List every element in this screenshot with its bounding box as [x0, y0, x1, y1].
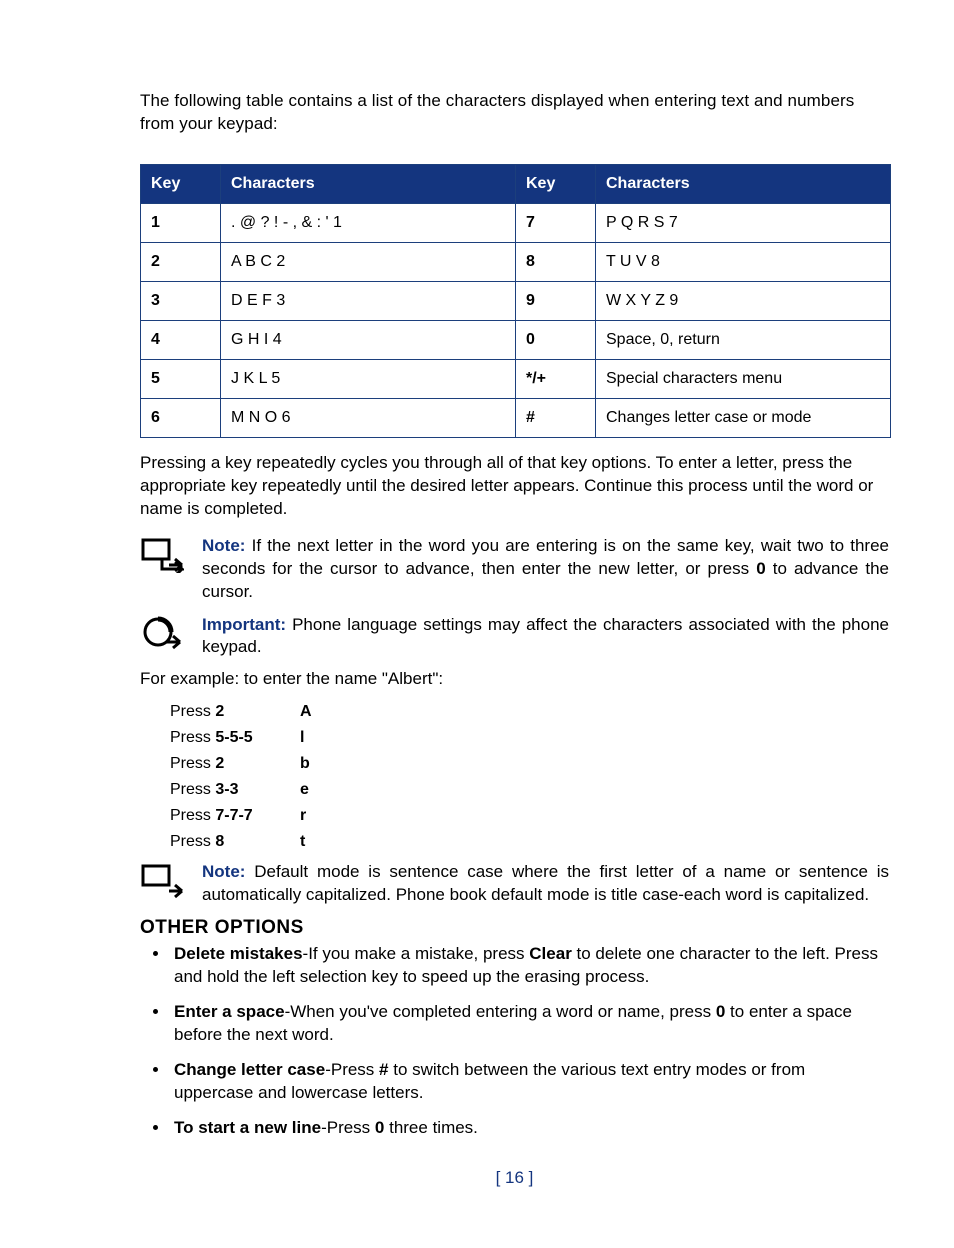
- th-key-2: Key: [516, 164, 596, 203]
- important-text: Important: Phone language settings may a…: [202, 614, 889, 660]
- chars-cell: Special characters menu: [596, 359, 891, 398]
- seq-press: Press 8: [170, 833, 300, 851]
- key-cell: */+: [516, 359, 596, 398]
- note-icon-2: [140, 861, 184, 907]
- character-table: Key Characters Key Characters 1. @ ? ! -…: [140, 164, 891, 438]
- table-row: 5J K L 5*/+Special characters menu: [141, 359, 891, 398]
- table-row: 2A B C 28T U V 8: [141, 242, 891, 281]
- key-cell: 0: [516, 320, 596, 359]
- note-2-label: Note:: [202, 862, 245, 881]
- example-intro-text: For example: to enter the name "Albert":: [140, 669, 443, 688]
- key-cell: 5: [141, 359, 221, 398]
- example-intro: For example: to enter the name "Albert":: [140, 669, 889, 689]
- chars-cell: P Q R S 7: [596, 203, 891, 242]
- th-chars-1: Characters: [221, 164, 516, 203]
- note-2-body: Default mode is sentence case where the …: [202, 862, 889, 904]
- chars-cell: A B C 2: [221, 242, 516, 281]
- seq-letter: e: [300, 781, 309, 799]
- seq-letter: b: [300, 755, 310, 773]
- chars-cell: Space, 0, return: [596, 320, 891, 359]
- page-footer: [ 16 ]: [140, 1168, 889, 1188]
- table-row: 6M N O 6#Changes letter case or mode: [141, 398, 891, 437]
- seq-press: Press 7-7-7: [170, 807, 300, 825]
- seq-letter: r: [300, 807, 306, 825]
- seq-letter: t: [300, 833, 305, 851]
- sequence-row: Press 7-7-7r: [170, 803, 889, 829]
- chars-cell: Changes letter case or mode: [596, 398, 891, 437]
- page-number: 16: [505, 1168, 524, 1187]
- chars-cell: . @ ? ! - , & : ' 1: [221, 203, 516, 242]
- important-icon: [140, 614, 184, 660]
- intro-text: The following table contains a list of t…: [140, 90, 889, 136]
- seq-press: Press 5-5-5: [170, 729, 300, 747]
- note-1-key: 0: [756, 559, 765, 578]
- seq-press: Press 2: [170, 703, 300, 721]
- key-cell: 8: [516, 242, 596, 281]
- important-label: Important:: [202, 615, 286, 634]
- key-cell: 7: [516, 203, 596, 242]
- chars-cell: J K L 5: [221, 359, 516, 398]
- after-table-text: Pressing a key repeatedly cycles you thr…: [140, 452, 889, 521]
- seq-letter: A: [300, 703, 312, 721]
- key-cell: 2: [141, 242, 221, 281]
- sequence-row: Press 2A: [170, 699, 889, 725]
- th-key-1: Key: [141, 164, 221, 203]
- other-options-heading: OTHER OPTIONS: [140, 917, 889, 939]
- key-cell: #: [516, 398, 596, 437]
- note-1-text: Note: If the next letter in the word you…: [202, 535, 889, 604]
- sequence-table: Press 2APress 5-5-5lPress 2bPress 3-3ePr…: [170, 699, 889, 855]
- sequence-row: Press 2b: [170, 751, 889, 777]
- note-2-text: Note: Default mode is sentence case wher…: [202, 861, 889, 907]
- seq-press: Press 3-3: [170, 781, 300, 799]
- option-item: To start a new line-Press 0 three times.: [170, 1117, 889, 1140]
- chars-cell: D E F 3: [221, 281, 516, 320]
- sequence-row: Press 8t: [170, 829, 889, 855]
- key-cell: 9: [516, 281, 596, 320]
- th-chars-2: Characters: [596, 164, 891, 203]
- key-cell: 3: [141, 281, 221, 320]
- note-icon: [140, 535, 184, 604]
- page: The following table contains a list of t…: [0, 0, 954, 1248]
- option-item: Enter a space-When you've completed ente…: [170, 1001, 889, 1047]
- table-row: 1. @ ? ! - , & : ' 17P Q R S 7: [141, 203, 891, 242]
- key-cell: 4: [141, 320, 221, 359]
- table-header-row: Key Characters Key Characters: [141, 164, 891, 203]
- note-1: Note: If the next letter in the word you…: [140, 535, 889, 604]
- options-list: Delete mistakes-If you make a mistake, p…: [140, 943, 889, 1140]
- sequence-row: Press 3-3e: [170, 777, 889, 803]
- seq-press: Press 2: [170, 755, 300, 773]
- option-item: Change letter case-Press # to switch bet…: [170, 1059, 889, 1105]
- key-cell: 6: [141, 398, 221, 437]
- table-row: 4G H I 40Space, 0, return: [141, 320, 891, 359]
- note-2: Note: Default mode is sentence case wher…: [140, 861, 889, 907]
- important-body: Phone language settings may affect the c…: [202, 615, 889, 657]
- option-item: Delete mistakes-If you make a mistake, p…: [170, 943, 889, 989]
- table-row: 3D E F 39W X Y Z 9: [141, 281, 891, 320]
- note-1-label: Note:: [202, 536, 245, 555]
- key-cell: 1: [141, 203, 221, 242]
- sequence-row: Press 5-5-5l: [170, 725, 889, 751]
- chars-cell: M N O 6: [221, 398, 516, 437]
- important-block: Important: Phone language settings may a…: [140, 614, 889, 660]
- seq-letter: l: [300, 729, 304, 747]
- chars-cell: T U V 8: [596, 242, 891, 281]
- chars-cell: W X Y Z 9: [596, 281, 891, 320]
- chars-cell: G H I 4: [221, 320, 516, 359]
